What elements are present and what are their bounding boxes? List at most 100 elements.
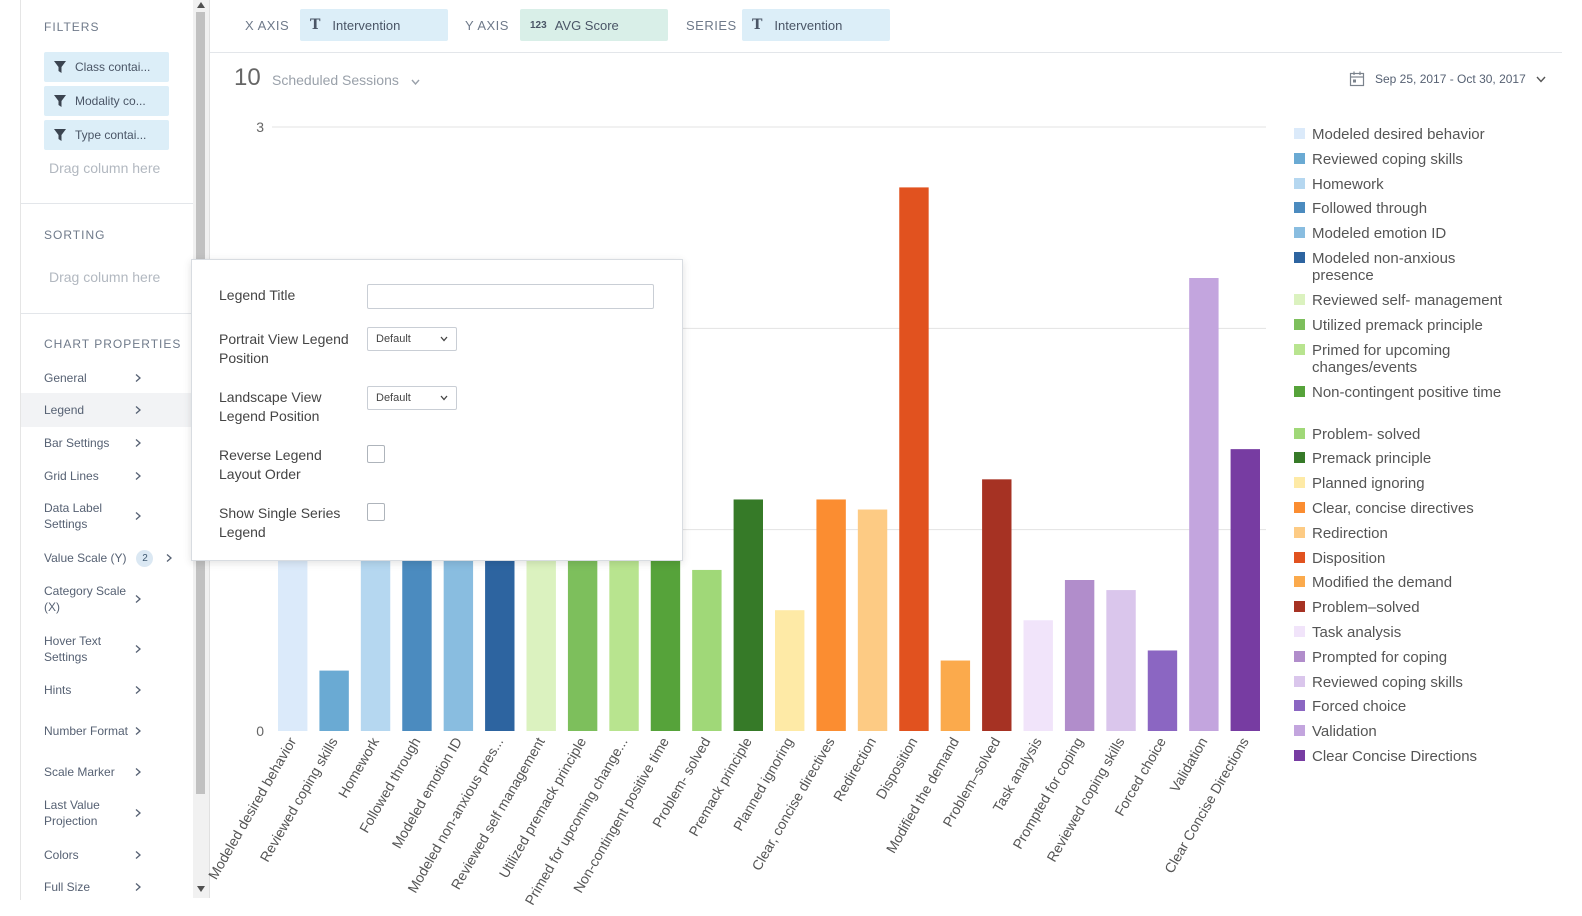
sorting-drag-hint[interactable]: Drag column here (49, 269, 161, 285)
legend-item[interactable]: Homework (1294, 176, 1524, 193)
filters-title: FILTERS (44, 20, 100, 34)
chart-property-item[interactable]: General (21, 369, 193, 386)
bar (899, 187, 929, 731)
chevron-right-icon (135, 768, 141, 776)
sorting-title: SORTING (44, 228, 106, 242)
y-tick-label: 3 (256, 119, 264, 135)
chart-property-item[interactable]: Hover Text Settings (21, 631, 193, 667)
x-tick-label: Homework (335, 734, 383, 801)
chart-property-label: Bar Settings (44, 436, 110, 450)
chevron-right-icon (135, 472, 141, 480)
portrait-legend-position-select[interactable]: Default (367, 327, 457, 351)
legend-item[interactable]: Primed for upcoming changes/events (1294, 342, 1524, 376)
bar (567, 529, 598, 731)
chart-property-item[interactable]: Data Label Settings (21, 498, 193, 534)
x-tick-label: Reviewed coping skills (1043, 735, 1127, 865)
legend-item[interactable]: Forced choice (1294, 698, 1524, 715)
legend-swatch (1294, 427, 1305, 439)
legend-item[interactable]: Utilized premack principle (1294, 317, 1524, 334)
legend-item[interactable]: Task analysis (1294, 624, 1524, 641)
legend-item[interactable]: Reviewed self- management (1294, 292, 1524, 309)
legend-item[interactable]: Reviewed coping skills (1294, 151, 1524, 168)
legend-swatch (1294, 675, 1305, 687)
legend-swatch (1294, 177, 1305, 189)
chart-property-item[interactable]: Bar Settings (21, 433, 193, 453)
legend-item[interactable]: Modeled emotion ID (1294, 225, 1524, 242)
chart-property-item[interactable]: Colors (21, 845, 193, 865)
filter-chip[interactable]: Modality co... (44, 86, 169, 116)
legend-item[interactable]: Modeled non-anxious presence (1294, 250, 1524, 284)
series-field-chip[interactable]: T Intervention (742, 9, 890, 41)
legend-title-input[interactable] (367, 284, 654, 309)
legend-label: Prompted for coping (1312, 648, 1448, 666)
show-single-series-legend-label: Show Single Series Legend (219, 505, 341, 540)
legend-item[interactable]: Clear, concise directives (1294, 500, 1524, 517)
x-tick-label: Modified the demand (883, 735, 962, 856)
chart-property-item[interactable]: Grid Lines (21, 466, 193, 486)
chart-property-item[interactable]: Full Size (21, 877, 193, 897)
legend-label: Utilized premack principle (1312, 316, 1483, 334)
filters-drag-hint[interactable]: Drag column here (49, 160, 161, 176)
legend-item[interactable]: Planned ignoring (1294, 475, 1524, 492)
legend-label: Homework (1312, 175, 1384, 193)
filter-chip[interactable]: Type contai... (44, 120, 169, 150)
legend-item[interactable]: Non-contingent positive time (1294, 384, 1524, 401)
chart-property-item[interactable]: Last Value Projection (21, 795, 193, 831)
bar (1106, 590, 1136, 731)
legend-item[interactable]: Validation (1294, 723, 1524, 740)
legend-item[interactable]: Modeled desired behavior (1294, 126, 1524, 143)
filter-chip[interactable]: Class contai... (44, 52, 169, 82)
chart-property-label: Data Label Settings (44, 501, 103, 531)
chart-property-item[interactable]: Value Scale (Y) 2 (21, 548, 193, 568)
show-single-series-legend-checkbox[interactable] (367, 503, 385, 521)
legend-item[interactable]: Prompted for coping (1294, 649, 1524, 666)
legend-item[interactable]: Clear Concise Directions (1294, 748, 1524, 765)
legend-label: Non-contingent positive time (1312, 383, 1502, 401)
bar (443, 529, 474, 731)
legend-label: Forced choice (1312, 698, 1407, 716)
chevron-right-icon (135, 883, 141, 891)
legend-swatch (1294, 526, 1305, 538)
x-tick-label: Validation (1166, 735, 1210, 795)
legend-swatch (1294, 452, 1305, 464)
y-axis-field-name: AVG Score (554, 17, 619, 33)
date-range-picker[interactable]: Sep 25, 2017 - Oct 30, 2017 (1349, 71, 1546, 87)
legend-item[interactable]: Problem–solved (1294, 599, 1524, 616)
legend-item[interactable]: Redirection (1294, 525, 1524, 542)
chart-property-label: Hints (44, 683, 72, 697)
legend-item[interactable]: Disposition (1294, 550, 1524, 567)
scroll-down-arrow-icon[interactable] (197, 886, 205, 892)
bar (857, 509, 888, 731)
legend-item[interactable]: Followed through (1294, 200, 1524, 217)
legend-label: Reviewed self- management (1312, 292, 1503, 309)
bar (609, 529, 639, 731)
chart-property-item[interactable]: Category Scale (X) (21, 582, 193, 616)
legend-swatch (1294, 502, 1305, 513)
legend-item[interactable]: Modified the demand (1294, 574, 1524, 591)
legend-swatch (1294, 601, 1305, 613)
chart-property-item[interactable]: Number Format (21, 713, 193, 749)
scroll-up-arrow-icon[interactable] (197, 2, 205, 8)
legend-item[interactable]: Premack principle (1294, 450, 1524, 467)
legend-swatch (1294, 252, 1305, 263)
bar (733, 499, 763, 731)
y-tick-label: 0 (256, 723, 264, 739)
chevron-right-icon (135, 406, 141, 414)
chart-property-item[interactable]: Legend (21, 393, 193, 427)
legend-item[interactable]: Problem- solved (1294, 426, 1524, 443)
y-axis-field-chip[interactable]: 123 AVG Score (520, 9, 668, 41)
date-range-text: Sep 25, 2017 - Oct 30, 2017 (1375, 72, 1526, 86)
session-selector[interactable]: Scheduled Sessions (272, 72, 420, 88)
funnel-icon (54, 95, 66, 107)
chart-property-item[interactable]: Scale Marker (21, 762, 193, 782)
landscape-legend-position-select[interactable]: Default (367, 386, 457, 410)
chart-property-item[interactable]: Hints (21, 680, 193, 700)
legend-item[interactable]: Reviewed coping skills (1294, 674, 1524, 691)
x-axis-field-chip[interactable]: T Intervention (300, 9, 448, 41)
bar (1147, 650, 1178, 731)
reverse-legend-order-checkbox[interactable] (367, 445, 385, 463)
legend-label: Premack principle (1312, 450, 1432, 468)
portrait-legend-position-value: Default (376, 333, 411, 345)
chart-property-label: Legend (44, 403, 85, 417)
series-field-name: Intervention (774, 17, 843, 33)
